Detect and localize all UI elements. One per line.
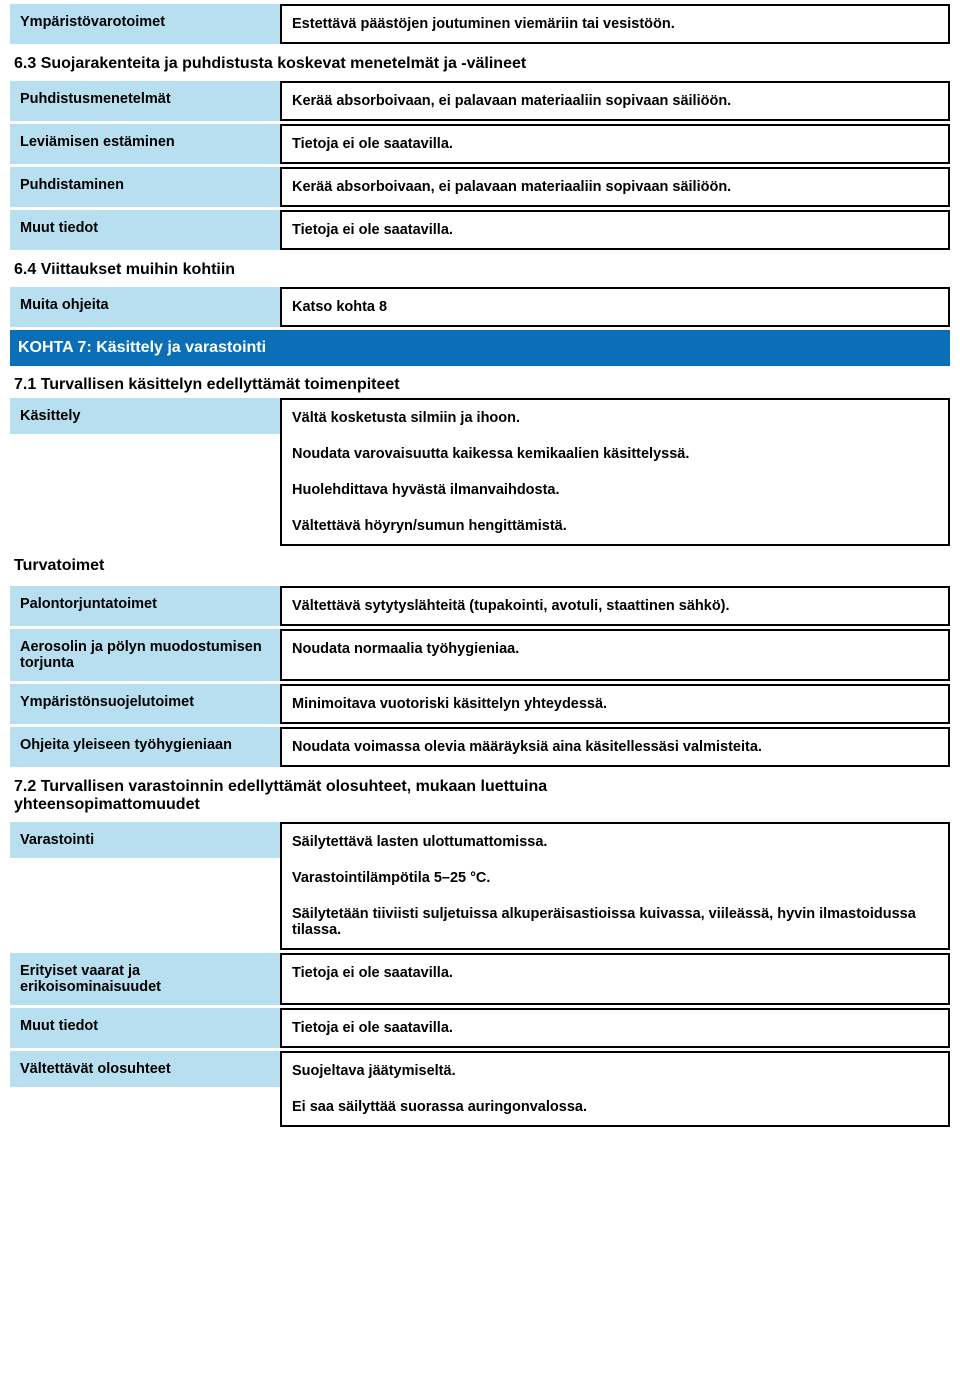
value-varastointi: Säilytettävä lasten ulottumattomissa. Var… [280, 822, 950, 950]
sec63-value-1: Tietoja ei ole saatavilla. [280, 124, 950, 164]
kasittely-values-line-3: Vältettävä höyryn/sumun hengittämistä. [292, 518, 938, 534]
postvar-value-0: Tietoja ei ole saatavilla. [280, 953, 950, 1005]
kasittely-values-line-0: Vältä kosketusta silmiin ja ihoon. [292, 410, 938, 426]
section-7-1-title: 7.1 Turvallisen käsittelyn edellyttämät … [10, 372, 950, 398]
row-ymparistovarotoimet: Ympäristövarotoimet Estettävä päästöjen … [10, 4, 950, 44]
sec63-label-3: Muut tiedot [10, 210, 280, 250]
sec64-label-0: Muita ohjeita [10, 287, 280, 327]
sec63-row-1: Leviämisen estäminenTietoja ei ole saata… [10, 124, 950, 164]
sec63-value-2: Kerää absorboivaan, ei palavaan materiaa… [280, 167, 950, 207]
postvar-value-1: Tietoja ei ole saatavilla. [280, 1008, 950, 1048]
kasittely-values-line-2: Huolehdittava hyvästä ilmanvaihdosta. [292, 482, 938, 498]
sec63-label-2: Puhdistaminen [10, 167, 280, 207]
sec63-value-0: Kerää absorboivaan, ei palavaan materiaa… [280, 81, 950, 121]
turvatoimet-row-1: Aerosolin ja pölyn muodostumisen torjunt… [10, 629, 950, 681]
kasittely-values-line-1: Noudata varovaisuutta kaikessa kemikaali… [292, 446, 938, 462]
turvatoimet-row-2: YmpäristönsuojelutoimetMinimoitava vuoto… [10, 684, 950, 724]
turvatoimet-value-0: Vältettävä sytytyslähteitä (tupakointi, … [280, 586, 950, 626]
turvatoimet-row-3: Ohjeita yleiseen työhygieniaanNoudata vo… [10, 727, 950, 767]
section-6-3-title: 6.3 Suojarakenteita ja puhdistusta koske… [10, 47, 950, 81]
postvar-row-0: Erityiset vaarat ja erikoisominaisuudetT… [10, 953, 950, 1005]
varastointi-values-line-0: Säilytettävä lasten ulottumattomissa. [292, 834, 938, 850]
turvatoimet-value-2: Minimoitava vuotoriski käsittelyn yhteyd… [280, 684, 950, 724]
turvatoimet-value-3: Noudata voimassa olevia määräyksiä aina … [280, 727, 950, 767]
sec63-label-1: Leviämisen estäminen [10, 124, 280, 164]
turvatoimet-label-0: Palontorjuntatoimet [10, 586, 280, 626]
row-valtettavat: Vältettävät olosuhteet Suojeltava jäätym… [10, 1051, 950, 1127]
sec64-row-0: Muita ohjeitaKatso kohta 8 [10, 287, 950, 327]
sec63-row-3: Muut tiedotTietoja ei ole saatavilla. [10, 210, 950, 250]
kohta-7-bar: KOHTA 7: Käsittely ja varastointi [10, 330, 950, 366]
turvatoimet-label-1: Aerosolin ja pölyn muodostumisen torjunt… [10, 629, 280, 681]
turvatoimet-row-0: PalontorjuntatoimetVältettävä sytytysläh… [10, 586, 950, 626]
postvar-label-1: Muut tiedot [10, 1008, 280, 1048]
sec63-row-0: PuhdistusmenetelmätKerää absorboivaan, e… [10, 81, 950, 121]
sec63-label-0: Puhdistusmenetelmät [10, 81, 280, 121]
valtettavat-values-line-1: Ei saa säilyttää suorassa auringonvaloss… [292, 1099, 938, 1115]
value-valtettavat: Suojeltava jäätymiseltä. Ei saa säilyttää… [280, 1051, 950, 1127]
label-kasittely: Käsittely [10, 398, 280, 434]
sec63-row-2: PuhdistaminenKerää absorboivaan, ei pala… [10, 167, 950, 207]
value-kasittely: Vältä kosketusta silmiin ja ihoon. Noudat… [280, 398, 950, 546]
valtettavat-values-line-0: Suojeltava jäätymiseltä. [292, 1063, 938, 1079]
value-ymparistovarotoimet: Estettävä päästöjen joutuminen viemäriin… [280, 4, 950, 44]
postvar-label-0: Erityiset vaarat ja erikoisominaisuudet [10, 953, 280, 1005]
turvatoimet-value-1: Noudata normaalia työhygieniaa. [280, 629, 950, 681]
postvar-row-1: Muut tiedotTietoja ei ole saatavilla. [10, 1008, 950, 1048]
turvatoimet-title: Turvatoimet [10, 549, 280, 583]
turvatoimet-label-2: Ympäristönsuojelutoimet [10, 684, 280, 724]
row-varastointi: Varastointi Säilytettävä lasten ulottuma… [10, 822, 950, 950]
row-kasittely: Käsittely Vältä kosketusta silmiin ja ih… [10, 398, 950, 546]
sec64-value-0: Katso kohta 8 [280, 287, 950, 327]
varastointi-values-line-2: Säilytetään tiiviisti suljetuissa alkupe… [292, 906, 938, 938]
sec63-value-3: Tietoja ei ole saatavilla. [280, 210, 950, 250]
label-valtettavat: Vältettävät olosuhteet [10, 1051, 280, 1087]
label-ymparistovarotoimet: Ympäristövarotoimet [10, 4, 280, 44]
section-6-4-title: 6.4 Viittaukset muihin kohtiin [10, 253, 950, 287]
section-7-2-title: 7.2 Turvallisen varastoinnin edellyttämä… [10, 770, 690, 822]
label-varastointi: Varastointi [10, 822, 280, 858]
varastointi-values-line-1: Varastointilämpötila 5–25 °C. [292, 870, 938, 886]
turvatoimet-label-3: Ohjeita yleiseen työhygieniaan [10, 727, 280, 767]
